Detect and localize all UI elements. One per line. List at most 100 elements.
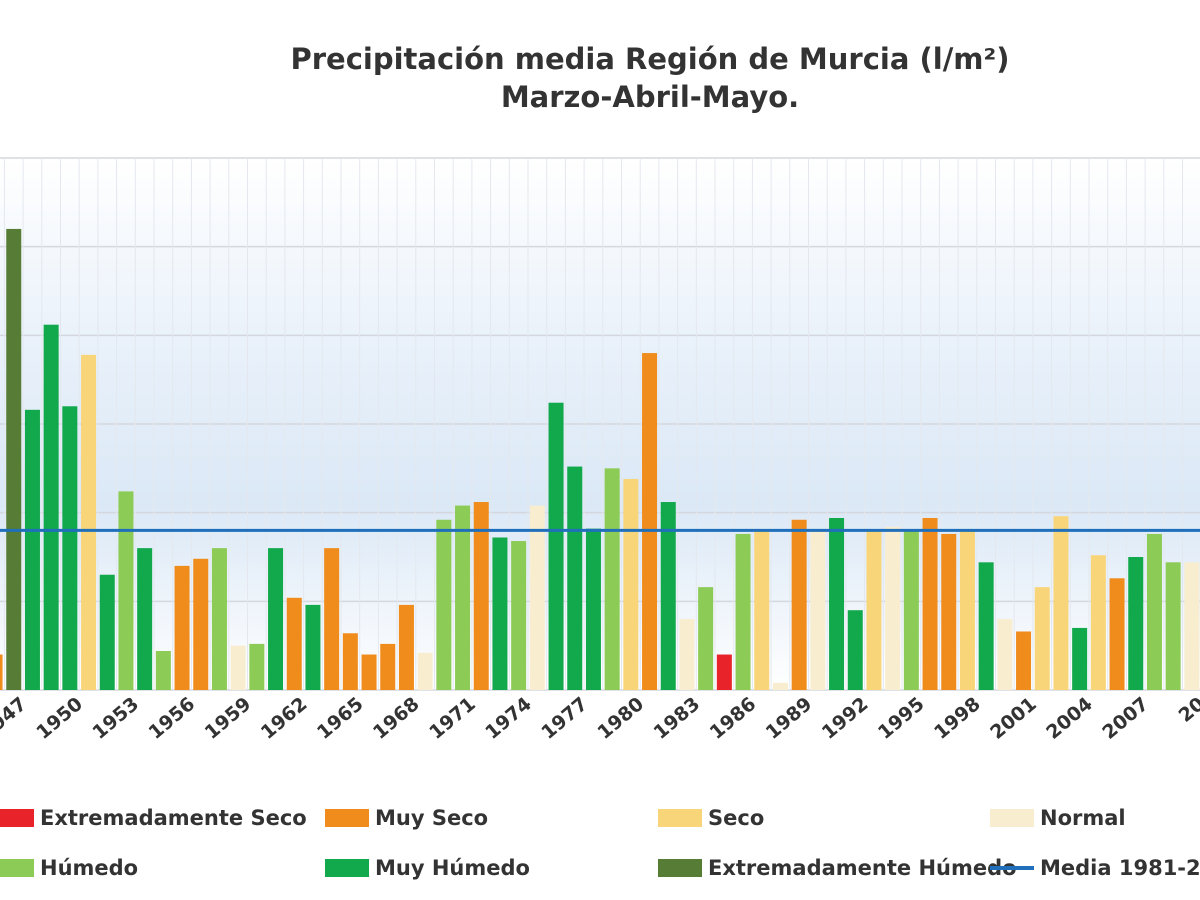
legend-label: Normal [1040,806,1126,830]
x-tick-label: 1956 [145,693,200,744]
legend-label: Muy Seco [375,806,489,830]
bar-1991 [829,517,845,690]
bar-1970 [436,519,452,690]
legend-swatch [325,859,369,877]
x-tick-label: 1962 [257,693,312,744]
bar-1989 [791,519,807,690]
x-tick-label: 1980 [593,693,648,744]
bar-1966 [361,654,377,690]
bar-1980 [623,478,639,690]
chart-subtitle: Marzo-Abril-Mayo. [500,80,800,114]
bar-1961 [268,548,284,690]
x-tick-label: 1947 [0,693,31,744]
bar-1947 [6,228,22,690]
bar-2002 [1034,587,1050,690]
bar-1968 [398,604,414,690]
legend-item-h: Húmedo [0,853,138,883]
x-tick-label: 1977 [537,693,592,744]
x-tick-label: 1965 [313,693,368,744]
x-tick-label: 1959 [201,693,256,744]
x-tick-label: 1974 [481,693,536,744]
x-tick-label: 1983 [650,693,705,744]
bar-1990 [810,530,826,690]
bar-1964 [324,548,340,690]
bar-1972 [473,502,489,690]
legend-label: Extremadamente Húmedo [708,856,1017,880]
legend-label: Extremadamente Seco [40,806,307,830]
bar-2003 [1053,516,1069,690]
x-tick-label: 1998 [930,693,985,744]
bar-1973 [492,537,508,690]
bar-1999 [978,562,994,690]
bar-1993 [866,530,882,690]
legend-item-es: Extremadamente Seco [0,803,307,833]
bar-1952 [99,574,115,690]
legend-swatch [658,809,702,827]
legend-label: Seco [708,806,765,830]
bar-1969 [417,652,433,690]
bar-1983 [679,619,695,690]
x-tick-label: 20 [1175,693,1200,727]
bar-1962 [286,597,302,690]
bar-1977 [567,466,583,690]
bar-1994 [885,526,901,690]
x-tick-label: 2007 [1098,693,1153,744]
legend-swatch [0,859,34,877]
legend-swatch [325,809,369,827]
bar-1963 [305,604,321,690]
bar-1955 [155,650,171,690]
bar-1957 [193,558,209,690]
bar-1951 [81,354,97,690]
legend-item-eh: Extremadamente Húmedo [658,853,1017,883]
x-tick-label: 1992 [818,693,873,744]
bar-1948 [24,409,40,690]
legend-swatch [658,859,702,877]
legend-label: Media 1981-20 [1040,856,1200,880]
bar-1956 [174,565,190,690]
x-tick-label: 1989 [762,693,817,744]
bar-1995 [903,530,919,690]
bar-1954 [137,548,153,690]
legend-swatch [990,866,1034,870]
bar-2005 [1090,555,1106,690]
bar-1960 [249,643,265,690]
bar-1950 [62,406,78,690]
bar-1998 [959,530,975,690]
x-tick-label: 1995 [874,693,929,744]
x-tick-label: 2001 [986,693,1041,744]
bar-1965 [342,633,358,690]
bar-1971 [455,505,471,690]
bar-2000 [997,619,1013,690]
legend-item-mean: Media 1981-20 [990,853,1200,883]
bar-1988 [772,682,788,690]
x-tick-label: 1971 [425,693,480,744]
bar-1986 [735,533,751,690]
chart-title-block: Precipitación media Región de Murcia (l/… [0,40,1200,116]
bar-1984 [698,587,714,690]
legend-item-mh: Muy Húmedo [325,853,530,883]
bar-2004 [1072,627,1088,690]
legend-label: Muy Húmedo [375,856,530,880]
x-tick-label: 1953 [88,693,143,744]
bar-2007 [1128,557,1144,690]
bar-1992 [847,610,863,690]
bar-1974 [511,541,527,690]
bar-1979 [604,468,620,690]
bar-2009 [1165,562,1181,690]
bar-1978 [585,528,601,690]
bar-2006 [1109,578,1125,690]
chart-title: Precipitación media Región de Murcia (l/… [290,42,1010,76]
legend-swatch [0,809,34,827]
bar-1996 [922,517,938,690]
bar-1997 [941,533,957,690]
bar-1981 [642,353,658,690]
bar-1982 [660,502,676,690]
bar-1976 [548,402,564,690]
bar-2008 [1146,533,1162,690]
legend-item-n: Normal [990,803,1126,833]
bar-2010 [1184,562,1200,690]
x-tick-label: 1968 [369,693,424,744]
bar-1959 [230,645,246,690]
bar-1946 [0,654,3,690]
